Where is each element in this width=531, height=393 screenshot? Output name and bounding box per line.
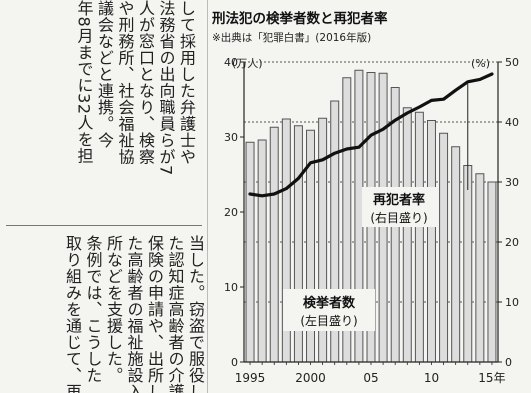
x-tick-labels: 1995 2000 05 10 15年 [235,362,506,385]
chart-subtitle: ※出典は「犯罪白書」(2016年版) [212,31,371,44]
right-tick-label: 30 [505,176,519,189]
article-column: 当した。窃盗で服役し [186,235,205,393]
article-column: た認知症高齢者の介護 [165,235,185,393]
recidivism-rate-line [248,72,494,198]
bar [487,181,497,363]
right-tick-label: 40 [505,116,519,129]
bar [463,165,473,363]
x-tick-label: 15年 [478,371,505,385]
article-column: 人が窓口となり、検察 [136,0,155,165]
article-column: 法務省の出向職員らが7 [156,0,176,176]
article-column: 保険の申請や、出所し [145,235,164,393]
right-axis-unit: (%) [471,57,490,70]
bar [245,141,255,363]
line-label-name: 再犯者率 [373,192,425,208]
left-tick-label: 40 [224,56,238,69]
right-tick-label: 10 [505,296,519,309]
bar [257,139,267,363]
bar-label-name: 検挙者数 [303,295,356,311]
bar [426,120,436,363]
right-tick-label: 0 [505,356,512,369]
article-column: 条例では、こうした [83,235,103,384]
left-tick-labels: 0 10 20 30 40 [224,56,244,369]
bar-label-axis: (左目盛り) [300,313,357,328]
bar [414,111,424,363]
article-text-lower: 当した。窃盗で服役し た認知症高齢者の介護 保険の申請や、出所し た高齢者の福祉施設入… [0,235,205,393]
line-label-axis: (右目盛り) [370,210,427,225]
article-column: して採用した弁護士や [177,0,196,165]
left-tick-label: 20 [224,206,238,219]
article-column: 取り組みを通じて、再 [63,235,82,393]
article-column: 所などを支援した。 [104,235,123,384]
right-tick-label: 20 [505,236,519,249]
bar [402,107,412,363]
left-tick-label: 0 [231,356,238,369]
bar [269,126,279,363]
left-tick-label: 10 [224,281,238,294]
bar [439,132,449,363]
x-tick-label: 05 [363,371,378,385]
right-tick-label: 50 [505,56,519,69]
x-tick-label: 1995 [235,371,266,385]
right-tick-labels: 0 10 20 30 40 50 [498,56,519,369]
article-column: 議会などと連携。今 [95,0,114,149]
chart-title: 刑法犯の検挙者数と再犯者率 [212,10,388,27]
bar-label: 検挙者数 (左目盛り) [283,289,375,331]
left-tick-label: 30 [224,131,238,144]
bar [451,146,461,363]
x-tick-label: 2000 [295,371,326,385]
left-axis-unit: (万人) [232,57,263,70]
article-column: た高齢者の福祉施設入 [124,235,144,393]
line-label: 再犯者率 (右目盛り) [362,187,437,227]
chart-divider [207,0,208,393]
bar [475,173,485,363]
article-text-upper: して採用した弁護士や 法務省の出向職員らが7 人が窓口となり、検察 や刑務所、社会福祉… [0,0,197,218]
column-divider [6,225,202,226]
article-column: や刑務所、社会福祉協 [115,0,135,165]
x-tick-label: 10 [424,371,439,385]
article-column: 年8月までに32人を担 [74,0,94,165]
